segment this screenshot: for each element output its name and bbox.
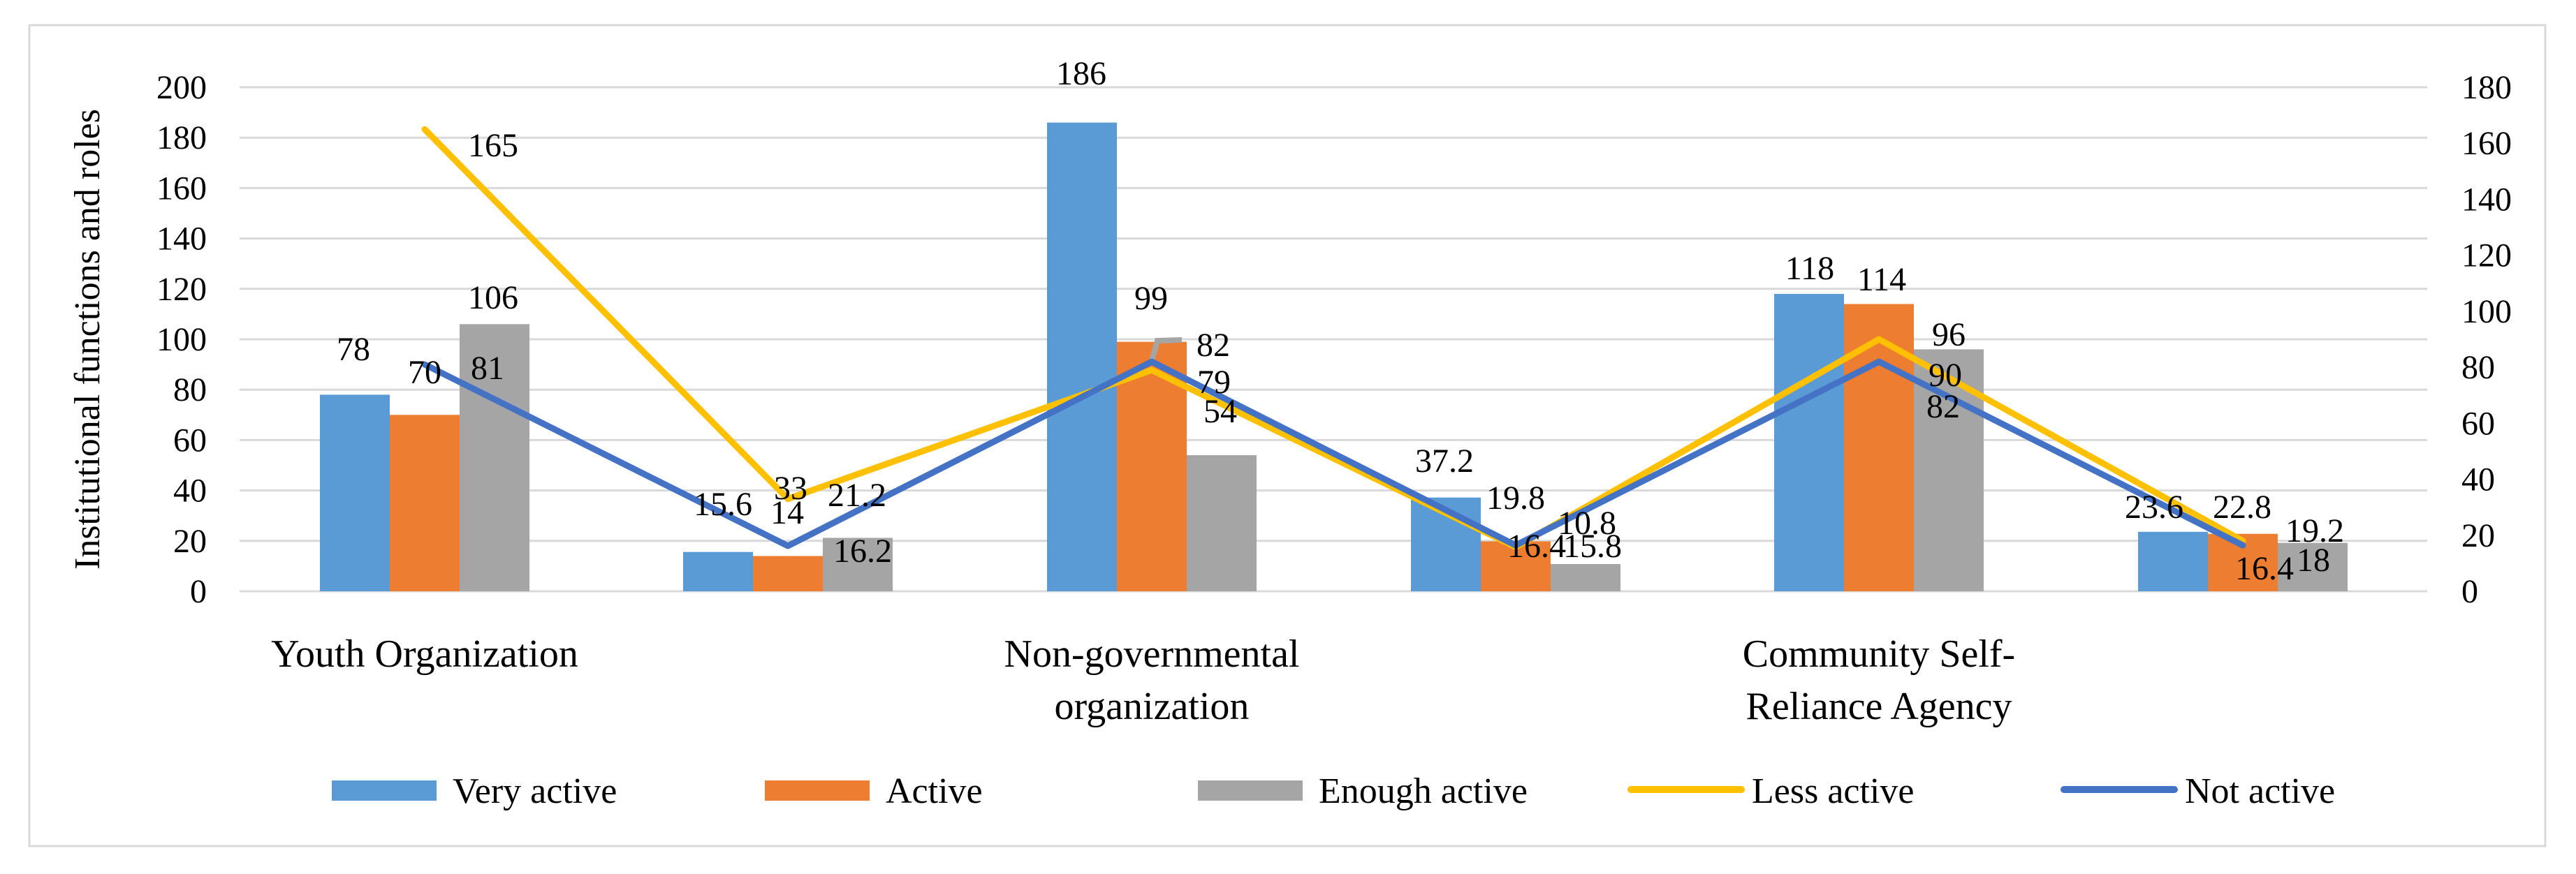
data-label: 106 bbox=[468, 279, 518, 316]
data-label: 16.4 bbox=[2235, 550, 2294, 587]
data-label: 82 bbox=[1196, 327, 1230, 364]
right-axis-tick-label: 120 bbox=[2461, 237, 2512, 274]
data-label: 10.8 bbox=[1558, 505, 1616, 542]
right-axis-tick-label: 140 bbox=[2461, 181, 2512, 218]
data-label: 33 bbox=[774, 470, 807, 507]
bar-very-active-4 bbox=[1774, 294, 1844, 591]
left-axis-tick-label: 20 bbox=[173, 523, 207, 560]
right-axis-tick-label: 160 bbox=[2461, 125, 2512, 162]
legend-label: Enough active bbox=[1319, 771, 1528, 811]
bar-active-1 bbox=[753, 556, 823, 591]
category-label: Reliance Agency bbox=[1746, 685, 2012, 728]
data-label: 114 bbox=[1857, 261, 1906, 298]
category-label: Non-governmental bbox=[1004, 632, 1300, 676]
right-axis-tick-label: 180 bbox=[2461, 69, 2512, 106]
data-label: 99 bbox=[1134, 280, 1168, 317]
bar-very-active-5 bbox=[2138, 531, 2208, 591]
data-label: 18 bbox=[2297, 542, 2330, 579]
data-label: 70 bbox=[408, 354, 441, 391]
right-axis-tick-label: 80 bbox=[2461, 349, 2495, 386]
data-label: 81 bbox=[471, 350, 504, 387]
legend-label: Very active bbox=[453, 771, 617, 811]
left-axis-tick-label: 40 bbox=[173, 473, 207, 510]
category-label: Youth Organization bbox=[271, 632, 578, 676]
bar-enough-active-1 bbox=[823, 538, 893, 591]
data-label: 186 bbox=[1056, 55, 1106, 92]
data-label: 37.2 bbox=[1415, 443, 1474, 480]
data-label: 165 bbox=[468, 127, 518, 164]
legend-swatch-active bbox=[765, 780, 870, 801]
bar-very-active-2 bbox=[1047, 122, 1117, 592]
legend-label: Not active bbox=[2185, 771, 2335, 811]
bar-enough-active-2 bbox=[1187, 455, 1257, 591]
line-less-active bbox=[421, 126, 2246, 551]
bar-enough-active-0 bbox=[460, 324, 529, 591]
data-label: 90 bbox=[1929, 357, 1962, 394]
category-label: organization bbox=[1055, 685, 1250, 728]
data-label: 19.2 bbox=[2285, 512, 2344, 549]
right-axis-tick-label: 20 bbox=[2461, 517, 2495, 554]
left-axis-tick-label: 180 bbox=[156, 119, 207, 156]
data-label: 23.6 bbox=[2125, 489, 2183, 526]
label-leader-line bbox=[1148, 337, 1183, 364]
data-label: 14 bbox=[770, 494, 804, 531]
bar-very-active-0 bbox=[320, 394, 390, 591]
left-axis-tick-label: 140 bbox=[156, 221, 207, 258]
data-label: 82 bbox=[1926, 388, 1960, 425]
data-label: 16.4 bbox=[1507, 528, 1566, 565]
left-axis-tick-label: 0 bbox=[190, 573, 207, 610]
right-axis-tick-label: 60 bbox=[2461, 405, 2495, 442]
category-label: Community Self- bbox=[1743, 632, 2015, 676]
data-label: 15.8 bbox=[1563, 528, 1622, 565]
left-axis-tick-label: 60 bbox=[173, 422, 207, 459]
line-not-active bbox=[421, 358, 2246, 549]
left-axis-tick-label: 160 bbox=[156, 170, 207, 207]
bar-very-active-1 bbox=[683, 551, 753, 591]
data-label: 118 bbox=[1785, 250, 1834, 287]
bar-active-4 bbox=[1844, 304, 1914, 591]
left-axis-tick-label: 120 bbox=[156, 271, 207, 308]
data-label: 22.8 bbox=[2213, 489, 2271, 526]
data-label: 15.6 bbox=[694, 486, 752, 523]
bar-enough-active-3 bbox=[1551, 564, 1620, 591]
left-axis-tick-label: 100 bbox=[156, 321, 207, 358]
y-axis-title: Institutional functions and roles bbox=[68, 109, 108, 570]
right-axis-tick-label: 100 bbox=[2461, 293, 2512, 330]
bar-enough-active-5 bbox=[2278, 542, 2348, 591]
data-label: 21.2 bbox=[828, 477, 886, 514]
legend-swatch-enough-active bbox=[1198, 780, 1303, 801]
legend-swatch-very-active bbox=[332, 780, 437, 801]
data-label: 19.8 bbox=[1486, 480, 1545, 517]
figure-border bbox=[28, 24, 2547, 847]
left-axis-tick-label: 80 bbox=[173, 371, 207, 408]
legend-label: Active bbox=[886, 771, 983, 811]
data-label: 96 bbox=[1932, 316, 1966, 353]
right-axis-tick-label: 40 bbox=[2461, 461, 2495, 498]
legend-label: Less active bbox=[1752, 771, 1914, 811]
right-axis-tick-label: 0 bbox=[2461, 573, 2478, 610]
left-axis-tick-label: 200 bbox=[156, 69, 207, 106]
bar-active-0 bbox=[390, 415, 460, 591]
data-label: 78 bbox=[337, 331, 370, 368]
data-label: 54 bbox=[1203, 393, 1237, 430]
data-label: 16.2 bbox=[833, 533, 892, 570]
data-label: 79 bbox=[1197, 364, 1231, 401]
